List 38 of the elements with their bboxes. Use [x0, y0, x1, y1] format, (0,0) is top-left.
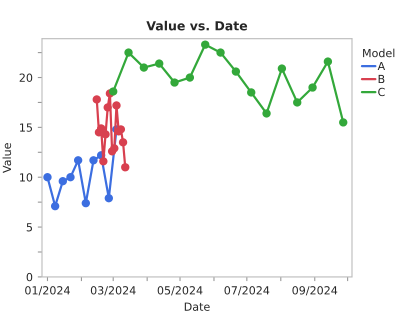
legend-label: B — [378, 74, 384, 84]
legend-label: C — [378, 88, 385, 96]
point — [112, 101, 121, 110]
point — [201, 40, 210, 49]
point — [339, 118, 348, 127]
point — [324, 57, 332, 66]
point — [104, 103, 112, 112]
point — [232, 67, 240, 76]
x-tick-label: 07/2024 — [224, 286, 270, 296]
point — [186, 73, 194, 82]
x-axis-title: Date — [184, 302, 210, 311]
x-tick-label: 03/2024 — [90, 286, 136, 296]
point — [109, 87, 118, 96]
y-tick-label: 5 — [26, 223, 32, 232]
x-tick-label: 05/2024 — [158, 286, 202, 296]
point — [124, 48, 133, 57]
point — [278, 64, 286, 73]
legend-label: A — [378, 62, 386, 70]
point — [293, 98, 302, 107]
point — [247, 88, 256, 97]
point — [216, 48, 225, 57]
y-axis-title: Value — [2, 143, 12, 173]
point — [118, 138, 128, 146]
point — [155, 59, 164, 68]
y-tick-label: 15 — [20, 123, 32, 132]
x-tick-label: 09/2024 — [292, 286, 338, 296]
point — [262, 109, 271, 118]
point — [170, 78, 179, 87]
point — [92, 95, 101, 104]
point — [121, 163, 130, 172]
y-tick-label: 20 — [20, 73, 32, 82]
point — [140, 63, 148, 72]
chart-title: Value vs. Date — [146, 20, 248, 30]
y-tick-label: 10 — [20, 173, 32, 182]
point — [308, 83, 317, 92]
legend-title: Model — [363, 48, 394, 58]
x-tick-label: 01/2024 — [25, 286, 70, 296]
y-tick-label: 0 — [26, 272, 32, 282]
